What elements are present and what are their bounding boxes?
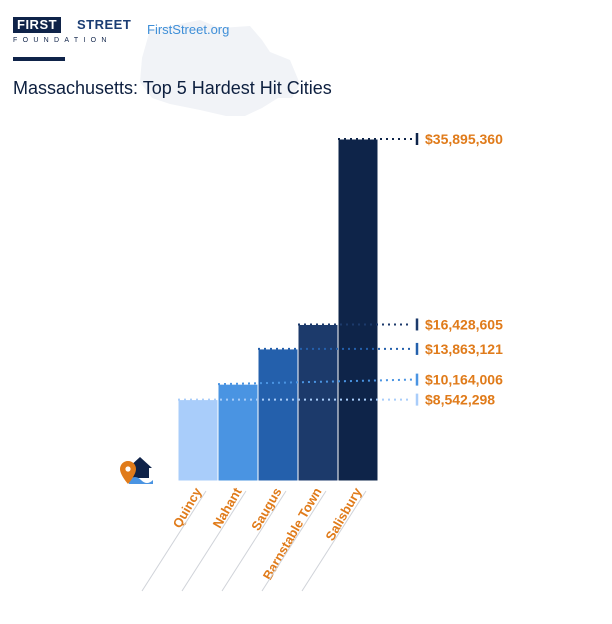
category-label-saugus: Saugus [248, 485, 284, 533]
category-label-quincy: Quincy [170, 484, 205, 530]
logo-first-text: FIRST [13, 17, 62, 33]
leader-lines-group [178, 133, 419, 406]
bar-saugus [257, 348, 299, 482]
category-guide-line [181, 490, 247, 592]
category-label-salisbury: Salisbury [322, 484, 365, 543]
category-guide-line [221, 490, 287, 592]
bar-salisbury [337, 138, 379, 482]
page-title: Massachusetts: Top 5 Hardest Hit Cities [13, 78, 332, 98]
value-labels-group: $8,542,298 $10,164,006 $13,863,121 $16,428,… [425, 131, 503, 408]
category-guide-line [301, 490, 367, 592]
category-label-nahant: Nahant [210, 484, 245, 530]
house-flood-pin-icon [120, 457, 153, 484]
leader-line-nahant [217, 378, 413, 386]
value-label-salisbury: $35,895,360 [425, 131, 503, 147]
category-guide-line [141, 490, 207, 592]
value-label-saugus: $13,863,121 [425, 341, 503, 357]
first-street-foundation-logo[interactable]: FIRST STREET FOUNDATION [13, 17, 131, 47]
bars-group [177, 138, 379, 482]
bar-quincy [177, 399, 219, 482]
value-label-quincy: $8,542,298 [425, 392, 495, 408]
value-label-nahant: $10,164,006 [425, 372, 503, 388]
logo-street-text: STREET [77, 17, 132, 32]
site-link[interactable]: FirstStreet.org [147, 22, 230, 37]
title-accent-bar [13, 57, 65, 61]
logo-foundation-text: FOUNDATION [13, 37, 112, 44]
category-guide-line [261, 490, 327, 592]
value-label-barnstable-town: $16,428,605 [425, 316, 503, 332]
